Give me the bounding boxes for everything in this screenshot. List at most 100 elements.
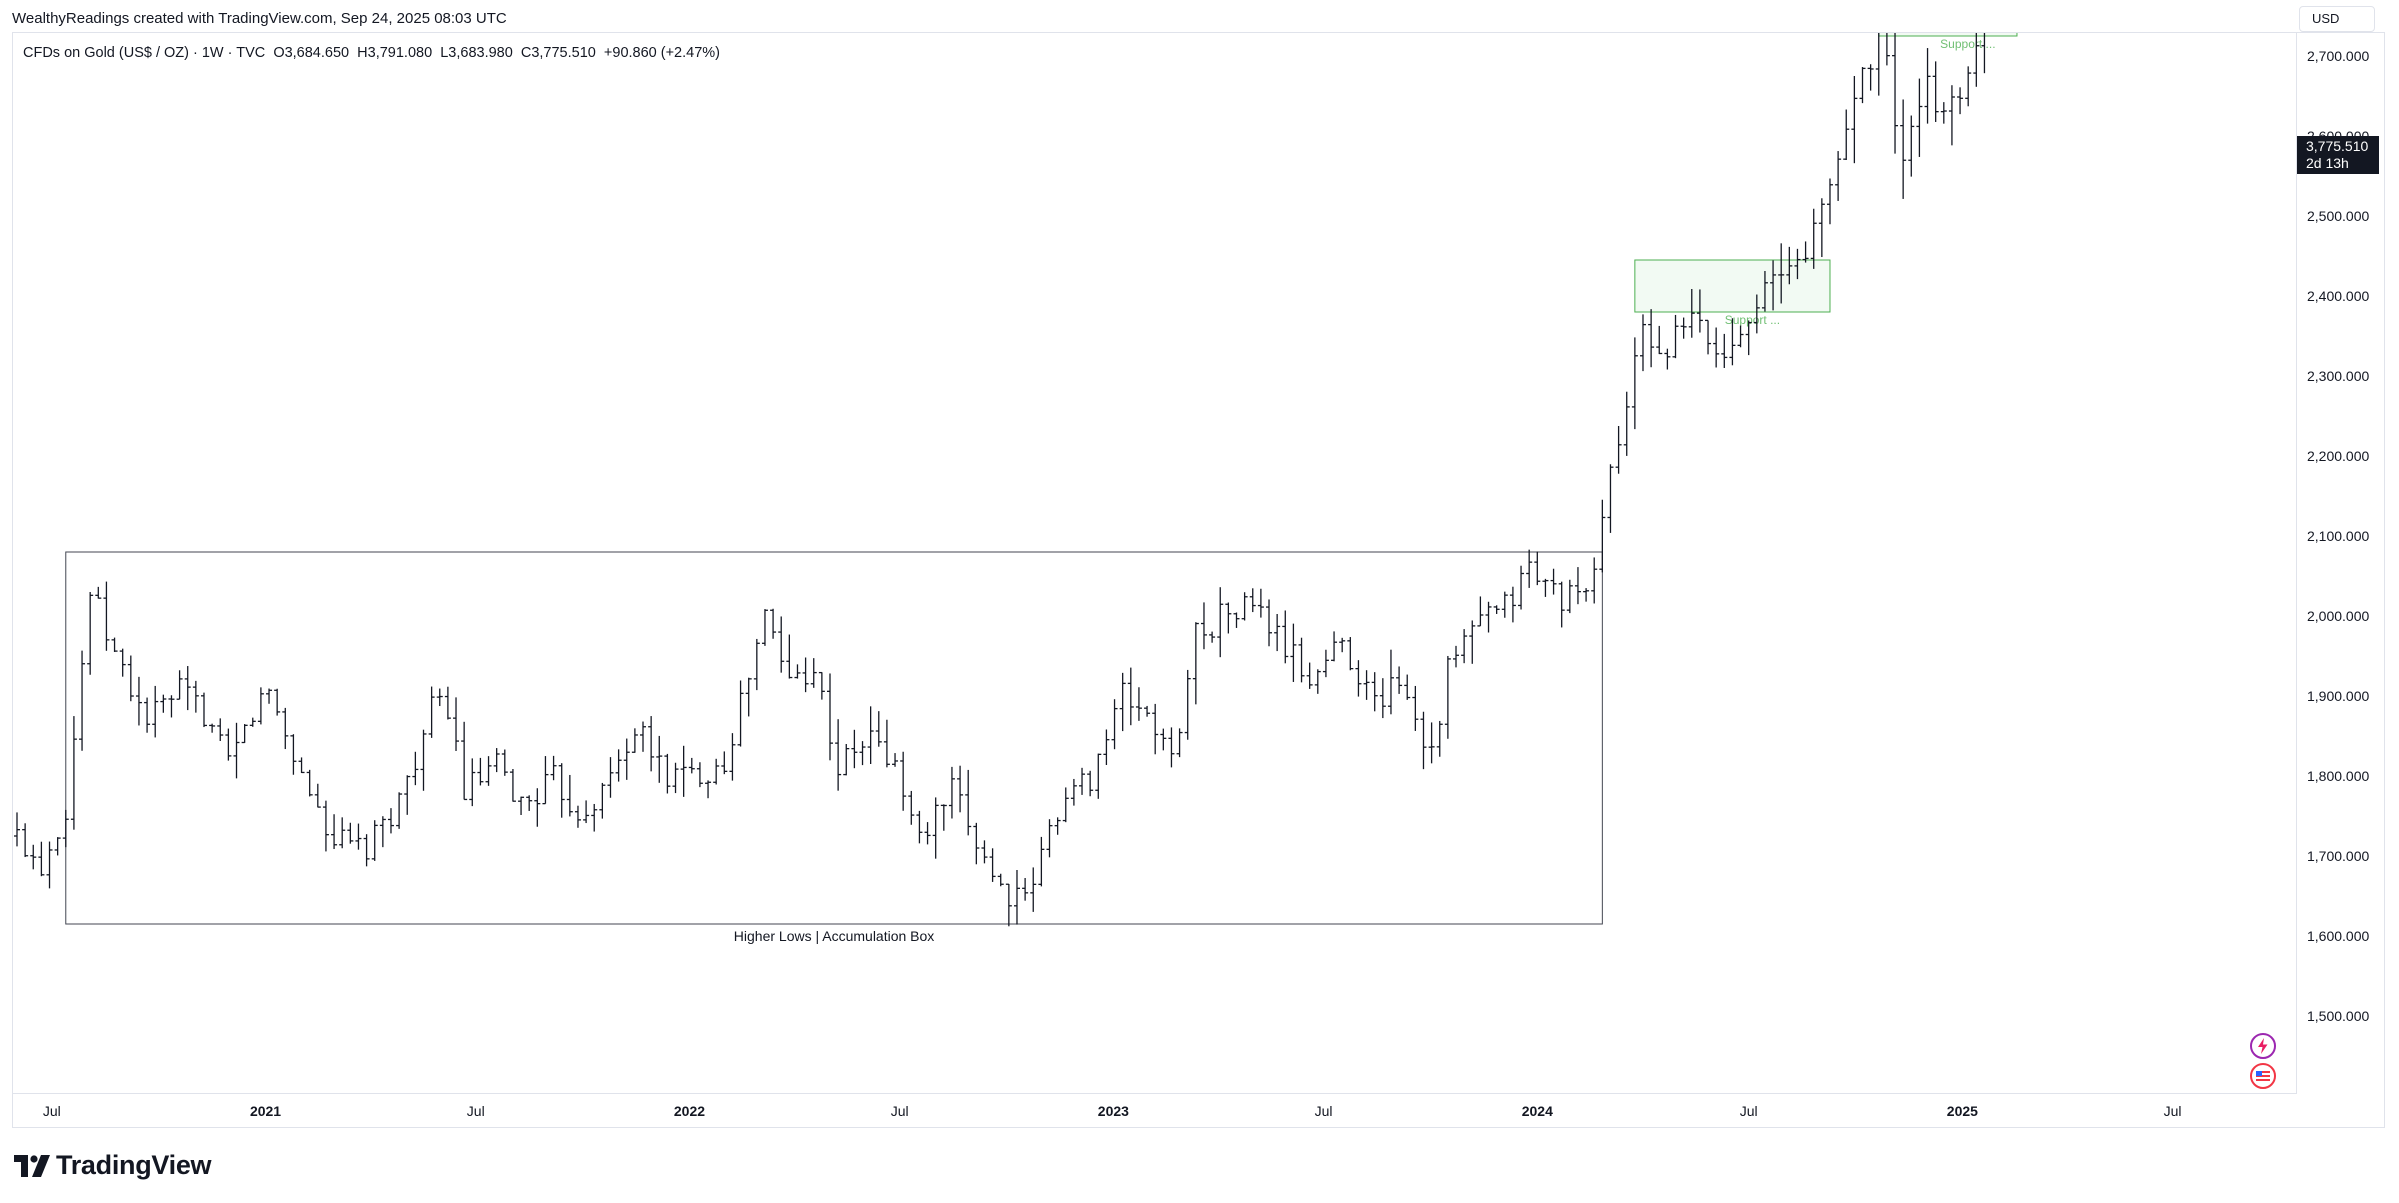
ohlc-bar [469, 758, 476, 807]
us-flag-icon[interactable] [2250, 1063, 2276, 1089]
ohlc-bar [1461, 629, 1468, 664]
time-tick-label: 2021 [250, 1103, 281, 1119]
price-axis-svg: 1,500.000 1,600.000 1,700.000 1,800.000 1,90… [2307, 48, 2369, 1024]
ohlc-bar [355, 823, 362, 850]
ohlc-bar [322, 800, 329, 852]
ohlc-bar [981, 840, 988, 864]
ohlc-bar [453, 697, 460, 751]
ohlc-bar [38, 841, 45, 877]
ohlc-bar [1436, 720, 1443, 757]
ohlc-bar [843, 744, 850, 776]
ohlc-bar [623, 738, 630, 780]
ohlc-bar [989, 848, 996, 882]
price-tick-label: 1,700.000 [2307, 848, 2369, 864]
ohlc-bar [713, 758, 720, 785]
ohlc-bar [1054, 817, 1061, 835]
ohlc-bar [1607, 464, 1614, 533]
ohlc-bar [631, 728, 638, 753]
time-axis[interactable]: Jul 2021 Jul 2022 Jul 2023 Jul 2024 Jul 2025 Jul [13, 1093, 2297, 1127]
ohlc-bar [696, 762, 703, 788]
ohlc-bar [1266, 599, 1273, 647]
price-chart-svg[interactable]: Higher Lows | Accumulation Box Support ..… [13, 33, 2297, 1093]
accumulation-box [65, 551, 1603, 925]
ohlc-bar [558, 763, 565, 818]
ohlc-bar [168, 695, 175, 718]
ohlc-bar [566, 774, 573, 817]
time-tick-label: Jul [1740, 1103, 1758, 1119]
ohlc-bar [184, 666, 191, 711]
ohlc-bar [87, 591, 94, 675]
ohlc-bar [1412, 685, 1419, 731]
ohlc-bar [70, 716, 77, 830]
ohlc-bar [314, 783, 321, 808]
legend-open: O3,684.650 [273, 45, 350, 61]
ohlc-bar [1119, 672, 1126, 732]
price-tick-label: 2,400.000 [2307, 288, 2369, 304]
ohlc-bar [1916, 78, 1923, 157]
price-axis[interactable]: 1,500.000 1,600.000 1,700.000 1,800.000 1,90… [2297, 33, 2384, 1093]
price-tick-label: 2,300.000 [2307, 368, 2369, 384]
ohlc-bar [973, 822, 980, 865]
lightning-icon[interactable] [2250, 1033, 2276, 1059]
ohlc-bar [404, 775, 411, 815]
ohlc-bar [1298, 637, 1305, 683]
ohlc-bar [444, 686, 451, 720]
ohlc-bar [1168, 727, 1175, 768]
ohlc-bar [1948, 85, 1955, 146]
tradingview-brand[interactable]: TradingView [14, 1150, 212, 1181]
ohlc-bar [249, 717, 256, 727]
ohlc-bar [1558, 581, 1565, 628]
ohlc-bar [1794, 248, 1801, 280]
ohlc-bar [1013, 869, 1020, 925]
ohlc-bar [1257, 588, 1264, 618]
ohlc-bar [1745, 320, 1752, 356]
ohlc-bar [1981, 33, 1986, 74]
ohlc-bar [1005, 883, 1012, 927]
ohlc-bar [225, 728, 232, 761]
ohlc-bar [1070, 778, 1077, 806]
ohlc-bar [192, 680, 199, 713]
price-tick-label: 2,700.000 [2307, 48, 2369, 64]
ohlc-bar [965, 769, 972, 836]
ohlc-bar [160, 694, 167, 713]
time-tick-label: 2022 [674, 1103, 705, 1119]
ohlc-bar [1859, 67, 1866, 104]
price-tick-label: 1,900.000 [2307, 688, 2369, 704]
ohlc-bar [957, 765, 964, 813]
ohlc-bar [1761, 270, 1768, 312]
chart-frame[interactable]: Higher Lows | Accumulation Box Support ..… [12, 32, 2385, 1128]
ohlc-bar [290, 734, 297, 775]
ohlc-bar [1322, 649, 1329, 678]
ohlc-bar [1526, 549, 1533, 588]
ohlc-bar [1079, 767, 1086, 795]
legend-symbol[interactable]: CFDs on Gold (US$ / OZ) · 1W · TVC [23, 45, 266, 61]
ohlc-bar [1038, 836, 1045, 887]
ohlc-bar [1469, 620, 1476, 664]
ohlc-bar [940, 804, 947, 831]
ohlc-bar [526, 795, 533, 811]
ohlc-bar [1835, 151, 1842, 201]
ohlc-bar [1176, 728, 1183, 758]
ohlc-bar [1932, 61, 1939, 122]
ohlc-bar [412, 751, 419, 786]
ohlc-bar [818, 671, 825, 700]
ohlc-bar [1737, 325, 1744, 348]
ohlc-bar [420, 729, 427, 791]
ohlc-bar [306, 769, 313, 797]
ohlc-bar [1696, 289, 1703, 333]
ohlc-bar [1127, 667, 1134, 726]
ohlc-bar [542, 756, 549, 805]
attribution-text: WealthyReadings created with TradingView… [12, 10, 507, 27]
support-zone-2 [1878, 33, 2018, 37]
ohlc-bar [908, 790, 915, 825]
ohlc-bar [1599, 499, 1606, 573]
currency-selector[interactable]: USD [2299, 6, 2375, 32]
ohlc-bar [266, 688, 273, 704]
ohlc-bar [371, 820, 378, 861]
ohlc-bar [1387, 649, 1394, 715]
ohlc-bar [1542, 578, 1549, 597]
ohlc-bar [387, 808, 394, 834]
ohlc-bars [14, 33, 1986, 927]
ohlc-bar [1477, 596, 1484, 627]
chart-plot-area[interactable]: Higher Lows | Accumulation Box Support ..… [13, 33, 2297, 1093]
